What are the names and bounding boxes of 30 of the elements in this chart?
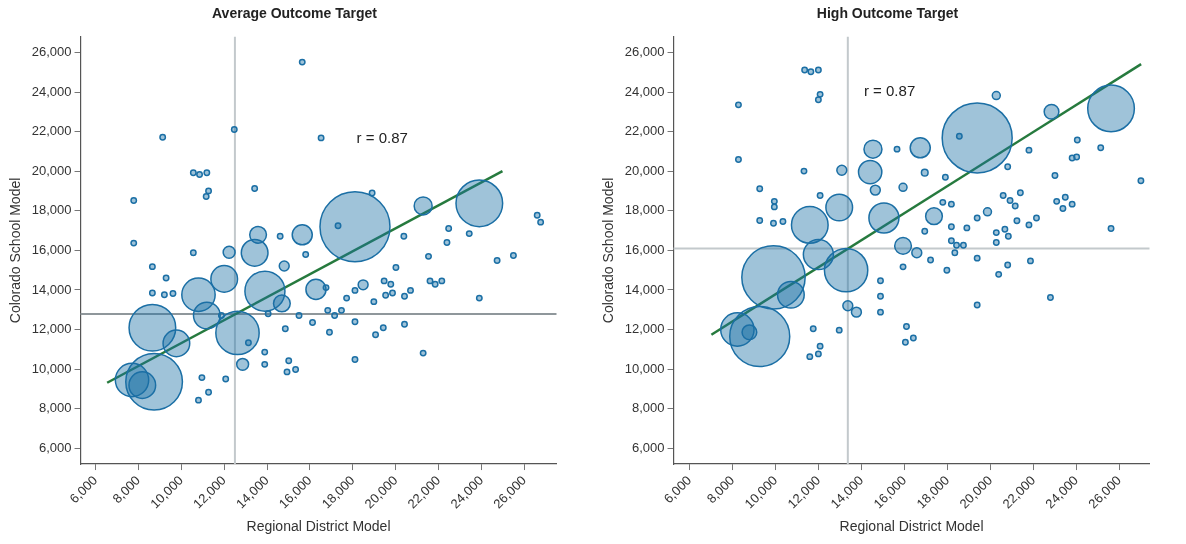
y-tick-label: 20,000 (31, 162, 72, 178)
annotation: r = 0.87 (356, 129, 408, 147)
y-tick-label: 14,000 (31, 281, 72, 297)
y-tick-label: 24,000 (624, 83, 665, 99)
y-tick-label: 8,000 (39, 400, 72, 416)
y-tick-label: 22,000 (31, 123, 72, 139)
annotation: r = 0.87 (863, 82, 916, 100)
y-tick-label: 10,000 (624, 360, 665, 376)
y-tick-label: 6,000 (39, 439, 72, 455)
y-tick-label: 12,000 (31, 321, 72, 337)
y-tick-label: 8,000 (632, 400, 665, 416)
y-tick-label: 18,000 (31, 202, 72, 218)
y-tick-label: 26,000 (624, 44, 665, 60)
y-tick-label: 18,000 (624, 202, 665, 218)
y-axis-title: Colorado School Model (7, 177, 24, 324)
y-axis-title: Colorado School Model (600, 177, 617, 324)
y-tick-label: 12,000 (624, 321, 665, 337)
chart-title: High Outcome Target (816, 5, 959, 22)
y-tick-label: 16,000 (31, 242, 72, 257)
y-tick-label: 16,000 (624, 242, 665, 257)
y-tick-label: 6,000 (632, 439, 665, 455)
y-tick-label: 22,000 (624, 123, 665, 139)
chart-title: Average Outcome Target (212, 5, 378, 22)
y-tick-label: 24,000 (31, 83, 72, 99)
x-axis-title: Regional District Model (839, 518, 984, 535)
y-tick-label: 14,000 (624, 281, 665, 297)
y-tick-label: 10,000 (31, 360, 72, 376)
x-axis-title: Regional District Model (246, 518, 391, 535)
y-tick-label: 20,000 (624, 162, 665, 178)
y-tick-label: 26,000 (31, 44, 72, 60)
